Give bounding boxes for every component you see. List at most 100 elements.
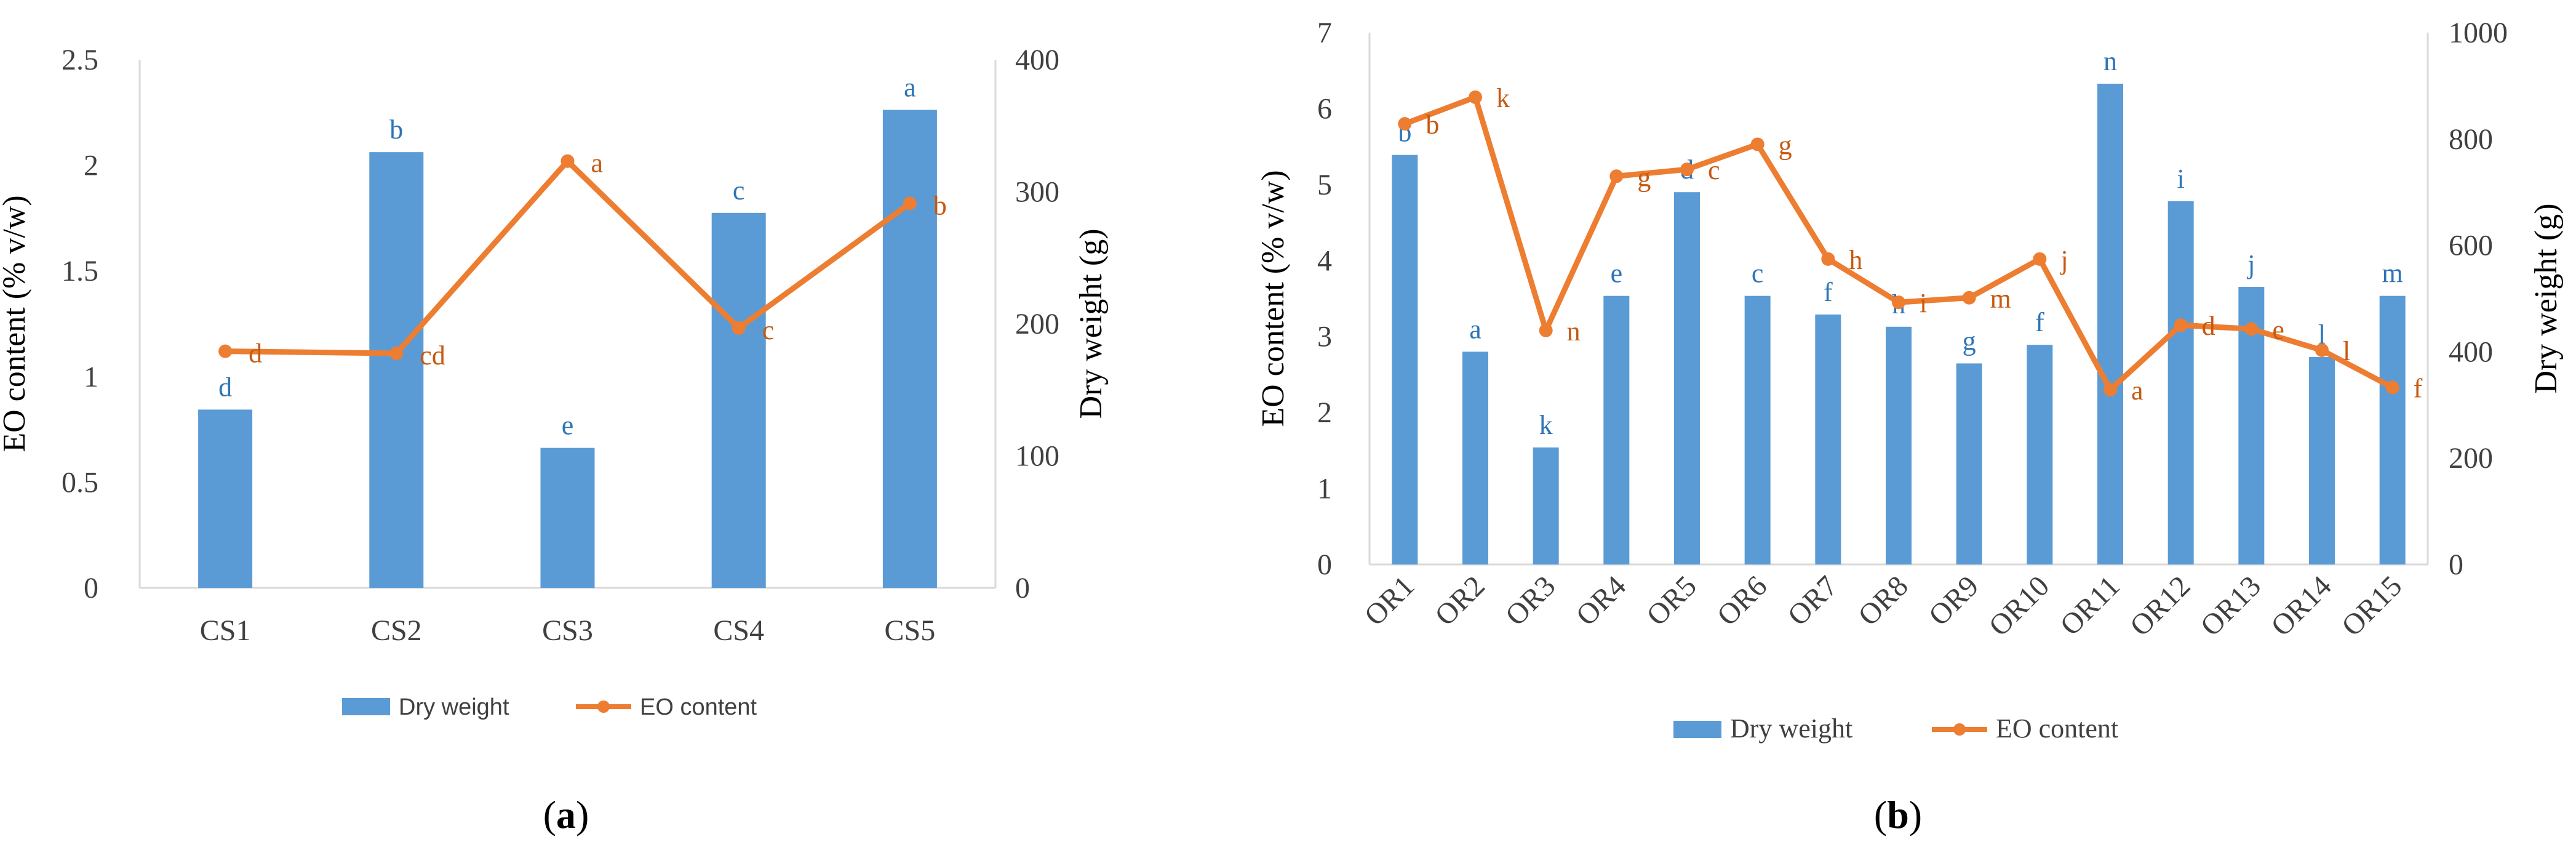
legend-swatch-dry-weight (342, 698, 390, 715)
line-significance-label: j (2059, 245, 2068, 275)
bar-significance-label: f (1824, 277, 1833, 307)
bar-dry-weight (540, 448, 595, 588)
bar-dry-weight (2309, 357, 2335, 564)
bar-dry-weight (1956, 363, 1982, 564)
left-y-tick-label: 1 (84, 361, 98, 393)
bar-significance-label: j (2246, 249, 2255, 279)
bar-dry-weight (2379, 295, 2406, 564)
line-point-eo-content (903, 196, 917, 211)
right-y-tick-label: 400 (2449, 335, 2493, 368)
bar-significance-label: b (389, 114, 403, 145)
right-y-tick-label: 800 (2449, 123, 2493, 156)
bar-significance-label: k (1539, 410, 1553, 440)
legend-label-eo-content: EO content (1996, 713, 2118, 744)
line-significance-label: i (1920, 288, 1927, 318)
right-y-tick-label: 200 (2449, 442, 2493, 475)
line-point-eo-content (1609, 169, 1624, 183)
left-y-tick-label: 0 (84, 572, 98, 604)
x-category-label: OR13 (2195, 569, 2268, 643)
line-significance-label: b (1426, 110, 1439, 140)
line-significance-label: cd (420, 340, 445, 371)
x-category-label: OR12 (2124, 569, 2197, 643)
bar-dry-weight (2167, 201, 2194, 564)
line-point-eo-content (560, 154, 575, 168)
left-y-tick-label: 4 (1317, 244, 1332, 277)
bar-dry-weight (882, 110, 937, 588)
x-category-label: OR4 (1570, 569, 1633, 632)
line-point-eo-content (2244, 322, 2259, 336)
line-eo-content (222, 158, 913, 356)
bar-significance-label: e (562, 411, 574, 441)
left-y-tick-label: 0.5 (62, 466, 98, 499)
x-category-label: OR6 (1711, 569, 1774, 632)
right-y-tick-label: 1000 (2449, 17, 2508, 49)
line-point-eo-content (1892, 295, 1905, 310)
x-category-label: OR7 (1782, 569, 1844, 632)
line-significance-label: e (2272, 315, 2284, 345)
line-significance-label: d (2202, 311, 2215, 341)
bar-significance-label: a (904, 73, 916, 103)
line-significance-label: g (1637, 162, 1651, 192)
x-category-label: OR11 (2054, 569, 2126, 641)
bar-dry-weight (1603, 295, 1630, 564)
x-category-label: OR14 (2265, 569, 2338, 643)
chart-panel-a: 0 0.5 1 1.5 2 2.5 0 100 200 300 400 EO content (% v… (0, 44, 1109, 837)
line-significance-label: b (933, 190, 947, 220)
bar-significance-label: e (1611, 259, 1623, 289)
legend-label-dry-weight: Dry weight (399, 694, 509, 720)
bar-dry-weight (1744, 295, 1771, 564)
right-y-tick-label: 0 (2449, 548, 2463, 581)
line-significance-label: c (1708, 155, 1720, 185)
line-point-eo-content (1539, 323, 1553, 337)
x-category-label: OR15 (2335, 569, 2409, 643)
x-category-label: OR2 (1429, 569, 1491, 632)
line-significance-label: m (1990, 284, 2011, 314)
line-point-eo-content (2315, 343, 2329, 357)
line-point-eo-content (1680, 163, 1694, 177)
bar-dry-weight (1674, 192, 1700, 564)
line-point-eo-content (1962, 291, 1976, 305)
line-significance-label: l (2343, 336, 2350, 366)
bar-dry-weight (198, 409, 253, 588)
bar-significance-label: n (2103, 46, 2117, 76)
bar-significance-label: c (1752, 259, 1764, 289)
left-y-tick-label: 2 (84, 150, 98, 182)
left-y-tick-label: 5 (1317, 169, 1332, 201)
chart-panel-b: 0 1 2 3 4 5 6 7 0 200 400 600 800 1000 EO content (% v… (1256, 17, 2564, 837)
line-point-eo-content (389, 347, 404, 361)
bar-significance-label: g (1963, 326, 1976, 356)
left-y-tick-label: 2.5 (62, 44, 98, 76)
panel-label: (b) (1874, 793, 1922, 837)
legend-swatch-dry-weight (1673, 721, 1721, 738)
bar-dry-weight (1886, 326, 1912, 564)
legend-marker-eo-content (597, 700, 610, 713)
bar-dry-weight (711, 212, 766, 588)
line-point-eo-content (2033, 252, 2047, 266)
left-y-tick-label: 1.5 (62, 255, 98, 287)
bar-dry-weight (1462, 351, 1488, 564)
right-y-axis-title: Dry weight (g) (2529, 203, 2564, 393)
bar-dry-weight (369, 152, 424, 588)
left-y-tick-label: 2 (1317, 396, 1332, 429)
bar-significance-label: m (2382, 259, 2403, 289)
line-point-eo-content (2103, 383, 2117, 397)
line-significance-label: k (1496, 83, 1510, 113)
left-y-axis-title: EO content (% v/w) (1256, 170, 1291, 427)
right-y-tick-label: 300 (1015, 176, 1059, 209)
x-category-label: CS2 (371, 614, 422, 647)
x-category-label: OR1 (1358, 569, 1421, 632)
left-y-tick-label: 3 (1317, 321, 1332, 353)
right-y-axis-title: Dry weight (g) (1074, 228, 1109, 419)
line-point-eo-content (218, 344, 233, 358)
line-significance-label: h (1849, 245, 1862, 275)
line-point-eo-content (2174, 318, 2188, 332)
bar-dry-weight (1533, 447, 1559, 564)
x-category-label: CS4 (713, 614, 764, 647)
bar-dry-weight (2027, 345, 2053, 564)
bar-dry-weight (1815, 314, 1841, 564)
legend-marker-eo-content (1953, 723, 1966, 736)
left-y-axis-title: EO content (% v/w) (0, 195, 32, 452)
x-category-label: OR10 (1983, 569, 2056, 643)
line-point-eo-content (732, 321, 746, 335)
line-significance-label: f (2414, 373, 2423, 403)
